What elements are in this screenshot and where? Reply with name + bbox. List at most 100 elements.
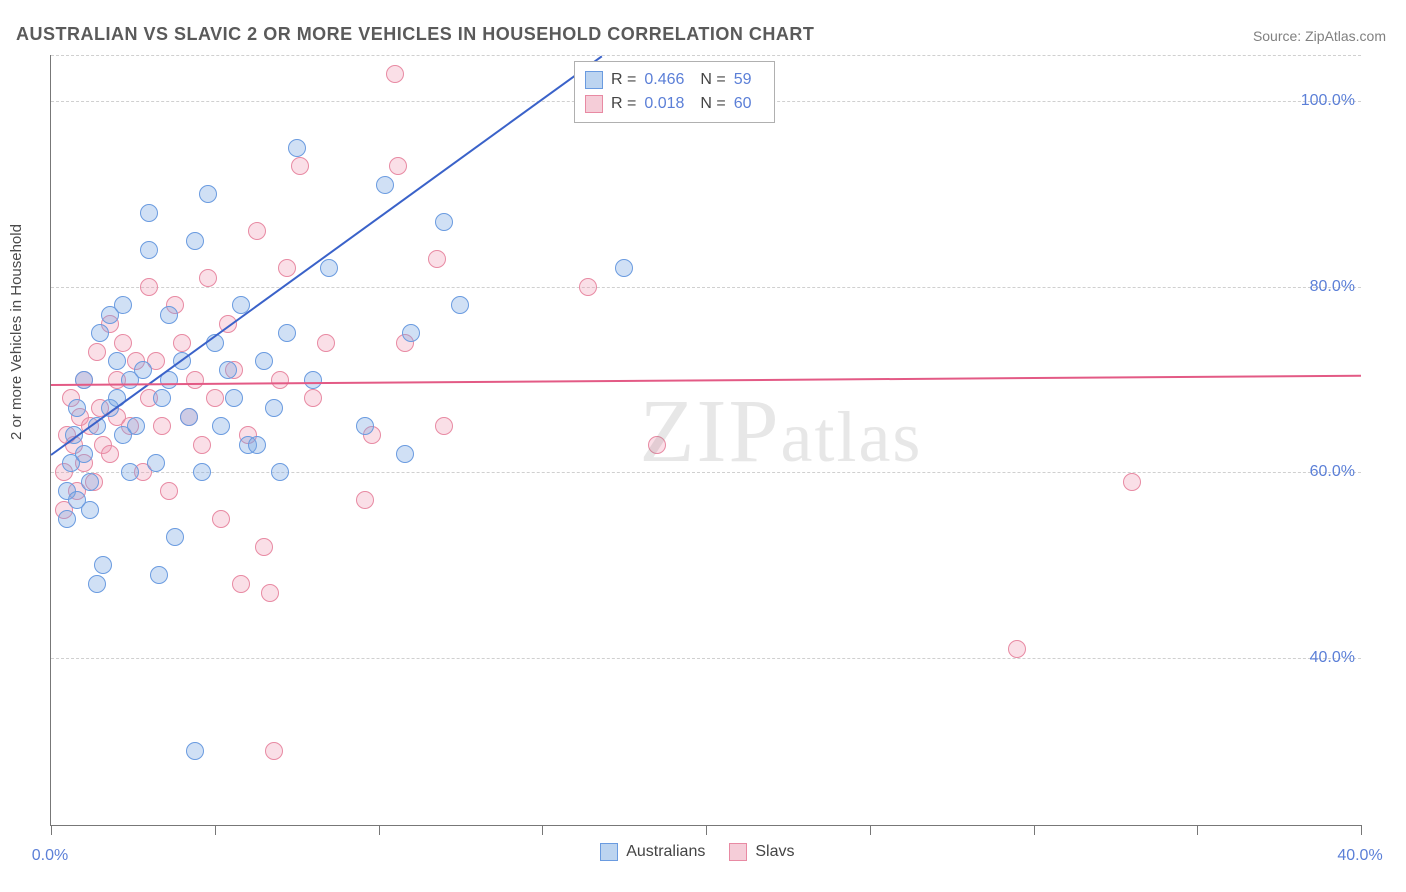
scatter-point bbox=[579, 278, 597, 296]
scatter-point bbox=[615, 259, 633, 277]
scatter-point bbox=[81, 501, 99, 519]
scatter-point bbox=[451, 296, 469, 314]
scatter-point bbox=[271, 371, 289, 389]
scatter-point bbox=[173, 334, 191, 352]
scatter-point bbox=[219, 361, 237, 379]
legend-swatch bbox=[585, 95, 603, 113]
scatter-point bbox=[108, 352, 126, 370]
scatter-point bbox=[199, 269, 217, 287]
y-tick-label: 40.0% bbox=[1310, 649, 1355, 667]
scatter-point bbox=[114, 296, 132, 314]
scatter-point bbox=[150, 566, 168, 584]
scatter-point bbox=[108, 389, 126, 407]
legend-swatch bbox=[729, 843, 747, 861]
scatter-point bbox=[160, 482, 178, 500]
legend-r-value: 0.018 bbox=[644, 92, 684, 116]
scatter-point bbox=[186, 232, 204, 250]
scatter-point bbox=[356, 491, 374, 509]
legend-swatch bbox=[600, 843, 618, 861]
chart-title: AUSTRALIAN VS SLAVIC 2 OR MORE VEHICLES … bbox=[16, 24, 814, 45]
y-tick-label: 80.0% bbox=[1310, 278, 1355, 296]
correlation-legend: R = 0.466 N = 59R = 0.018 N = 60 bbox=[574, 61, 775, 123]
scatter-point bbox=[121, 463, 139, 481]
scatter-point bbox=[140, 241, 158, 259]
legend-n-value: 60 bbox=[734, 92, 752, 116]
scatter-point bbox=[1123, 473, 1141, 491]
x-tick bbox=[215, 825, 216, 835]
scatter-point bbox=[199, 185, 217, 203]
regression-line bbox=[51, 375, 1361, 386]
scatter-point bbox=[114, 334, 132, 352]
scatter-point bbox=[255, 352, 273, 370]
scatter-point bbox=[428, 250, 446, 268]
x-tick bbox=[1034, 825, 1035, 835]
source-prefix: Source: bbox=[1253, 28, 1305, 44]
legend-item: Slavs bbox=[729, 843, 794, 861]
scatter-point bbox=[304, 371, 322, 389]
x-tick bbox=[1197, 825, 1198, 835]
scatter-point bbox=[248, 222, 266, 240]
scatter-point bbox=[153, 389, 171, 407]
legend-r-value: 0.466 bbox=[644, 68, 684, 92]
scatter-point bbox=[320, 259, 338, 277]
scatter-point bbox=[389, 157, 407, 175]
x-tick-label: 40.0% bbox=[1337, 847, 1382, 865]
scatter-point bbox=[94, 556, 112, 574]
scatter-point bbox=[317, 334, 335, 352]
scatter-point bbox=[81, 473, 99, 491]
legend-swatch bbox=[585, 71, 603, 89]
scatter-point bbox=[356, 417, 374, 435]
scatter-point bbox=[180, 408, 198, 426]
legend-row: R = 0.466 N = 59 bbox=[585, 68, 760, 92]
scatter-point bbox=[75, 371, 93, 389]
legend-r-label: R = bbox=[611, 68, 636, 92]
gridline-h bbox=[51, 55, 1361, 56]
scatter-point bbox=[140, 278, 158, 296]
scatter-point bbox=[193, 463, 211, 481]
scatter-point bbox=[435, 417, 453, 435]
scatter-point bbox=[288, 139, 306, 157]
scatter-point bbox=[140, 204, 158, 222]
x-tick-label: 0.0% bbox=[32, 847, 68, 865]
scatter-point bbox=[278, 324, 296, 342]
scatter-point bbox=[193, 436, 211, 454]
legend-r-label: R = bbox=[611, 92, 636, 116]
x-tick bbox=[1361, 825, 1362, 835]
scatter-point bbox=[278, 259, 296, 277]
scatter-point bbox=[376, 176, 394, 194]
scatter-point bbox=[232, 575, 250, 593]
gridline-h bbox=[51, 472, 1361, 473]
scatter-point bbox=[212, 510, 230, 528]
scatter-point bbox=[212, 417, 230, 435]
y-axis-label: 2 or more Vehicles in Household bbox=[8, 224, 25, 440]
scatter-point bbox=[127, 417, 145, 435]
gridline-h bbox=[51, 658, 1361, 659]
legend-series-name: Slavs bbox=[755, 843, 794, 861]
x-tick bbox=[706, 825, 707, 835]
scatter-point bbox=[166, 528, 184, 546]
series-legend: AustraliansSlavs bbox=[600, 843, 794, 861]
scatter-point bbox=[68, 399, 86, 417]
legend-n-value: 59 bbox=[734, 68, 752, 92]
scatter-point bbox=[225, 389, 243, 407]
scatter-point bbox=[1008, 640, 1026, 658]
scatter-point bbox=[153, 417, 171, 435]
x-tick bbox=[542, 825, 543, 835]
scatter-point bbox=[261, 584, 279, 602]
scatter-point bbox=[58, 510, 76, 528]
source-name: ZipAtlas.com bbox=[1305, 28, 1386, 44]
scatter-point bbox=[88, 575, 106, 593]
scatter-point bbox=[160, 306, 178, 324]
scatter-point bbox=[255, 538, 273, 556]
regression-line bbox=[50, 55, 602, 456]
legend-row: R =0.018N =60 bbox=[585, 92, 760, 116]
gridline-h bbox=[51, 287, 1361, 288]
scatter-point bbox=[265, 399, 283, 417]
legend-n-label: N = bbox=[700, 68, 725, 92]
scatter-point bbox=[75, 445, 93, 463]
chart-container: AUSTRALIAN VS SLAVIC 2 OR MORE VEHICLES … bbox=[0, 0, 1406, 892]
scatter-point bbox=[101, 445, 119, 463]
scatter-point bbox=[206, 389, 224, 407]
y-tick-label: 100.0% bbox=[1301, 92, 1355, 110]
x-tick bbox=[870, 825, 871, 835]
